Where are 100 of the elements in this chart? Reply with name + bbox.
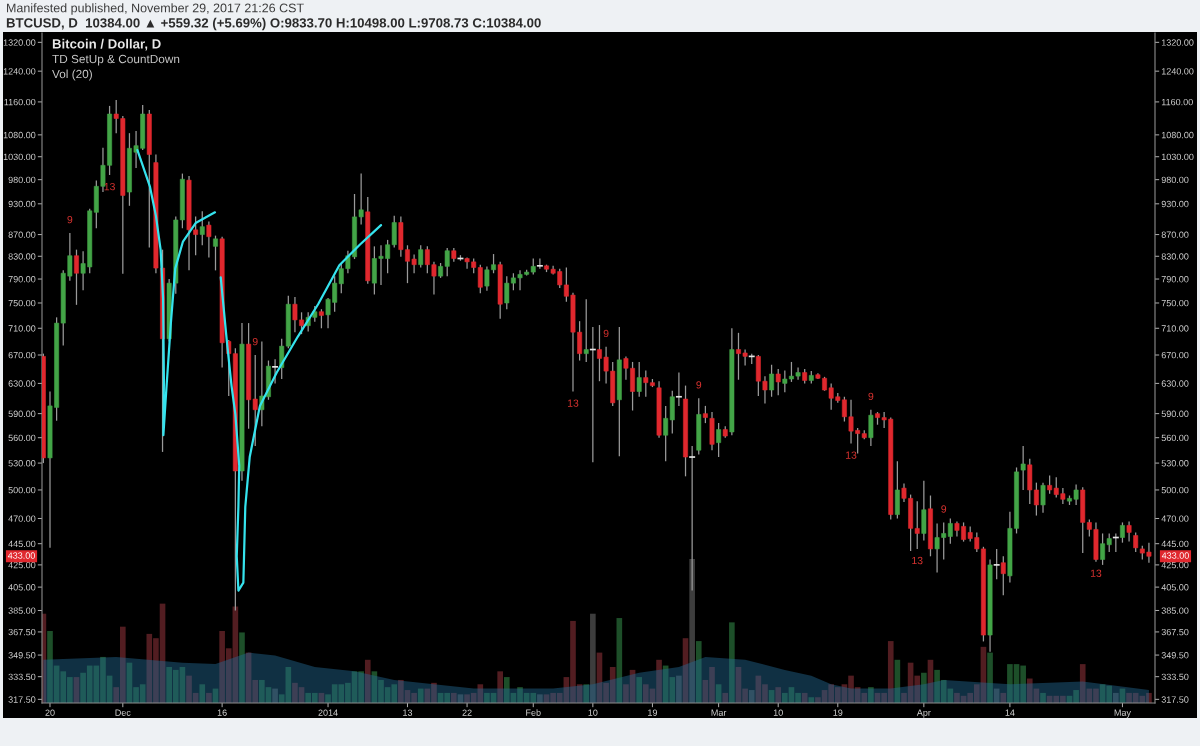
annotation: 9	[941, 505, 947, 513]
bar	[775, 687, 782, 703]
annotation: TD SetUp & CountDown	[52, 54, 180, 66]
text: 470.00	[8, 515, 36, 522]
text: 1240.00	[3, 68, 36, 75]
candlestick	[536, 257, 543, 270]
bar	[1113, 692, 1119, 703]
bar	[364, 659, 371, 703]
bar	[748, 690, 755, 703]
y-tick-label: 405.00	[1161, 584, 1189, 591]
candlestick	[1133, 531, 1139, 553]
annotation: 9	[67, 215, 73, 224]
bar	[695, 641, 702, 703]
text: 870.00	[8, 231, 36, 238]
text: 333.50	[8, 673, 36, 681]
text: 1160.00	[4, 98, 36, 106]
annotation: 13	[846, 451, 857, 459]
annotation: 13	[1090, 569, 1102, 577]
annotation: 13	[912, 556, 923, 565]
candlestick	[318, 308, 324, 329]
text: 930.00	[8, 200, 36, 208]
y-tick-label: 470.00	[1161, 515, 1189, 522]
y-tick-label: 349.50	[1161, 652, 1189, 659]
candlestick	[868, 409, 874, 447]
text: 590.00	[8, 410, 36, 417]
text: 367.50	[8, 628, 36, 636]
bar	[583, 684, 590, 703]
candlestick	[1000, 555, 1006, 596]
text: 433.00	[7, 552, 35, 559]
candlestick	[418, 244, 424, 269]
x-tick-label: Mar	[711, 709, 727, 716]
bar	[636, 677, 642, 703]
text: 530.00	[8, 460, 36, 467]
y-tick-label: 750.00	[1161, 299, 1189, 307]
bar	[1040, 692, 1046, 703]
candlestick	[921, 480, 927, 542]
bar	[590, 613, 596, 703]
candlestick	[993, 548, 1000, 580]
text: 425.00	[8, 561, 36, 569]
chart-title: Bitcoin / Dollar, D	[52, 38, 161, 51]
y-tick-label: 590.00	[1161, 410, 1189, 417]
text: 750.00	[8, 299, 36, 307]
x-tick-label: 19	[833, 709, 843, 716]
bar	[868, 687, 874, 703]
y-tick-label: 1030.00	[1161, 153, 1194, 161]
x-tick-label: 22	[462, 709, 472, 716]
y-tick-label: 710.00	[1161, 325, 1189, 332]
bar	[206, 692, 212, 703]
y-tick-label: 385.00	[1161, 607, 1189, 614]
x-tick-label: Feb	[526, 709, 541, 716]
bar	[808, 697, 815, 703]
text: 405.00	[8, 584, 36, 591]
text: 1320.00	[3, 39, 36, 46]
annotation: 9	[603, 329, 609, 338]
y-tick-label: 1240.00	[1161, 68, 1194, 75]
bar	[801, 692, 808, 703]
bar	[537, 694, 543, 703]
y-tick-label: 630.00	[1161, 380, 1189, 387]
y-tick-label: 530.00	[1161, 460, 1189, 467]
x-tick-label: 19	[648, 709, 658, 716]
bar	[921, 672, 927, 703]
bar	[497, 671, 503, 703]
bar	[239, 632, 245, 703]
line-series	[219, 224, 383, 592]
candlestick	[74, 249, 79, 306]
bar	[1000, 692, 1007, 703]
x-tick-label: 14	[1005, 709, 1015, 716]
y-tick-label: 445.00	[1161, 540, 1189, 548]
candlestick	[206, 220, 212, 259]
text: 710.00	[8, 325, 36, 332]
candlestick	[272, 358, 279, 385]
y-tick-label: 790.00	[1161, 276, 1189, 283]
y-tick-label: 1080.00	[1161, 131, 1194, 139]
y-tick-label: 830.00	[1161, 253, 1189, 260]
candlestick	[1020, 445, 1026, 491]
annotation: 13	[567, 399, 579, 407]
y-tick-label: 367.50	[1161, 628, 1189, 636]
annotation: Vol (20)	[52, 69, 92, 81]
text: 500.00	[8, 486, 36, 494]
bar	[272, 688, 278, 703]
bar	[729, 622, 735, 703]
candlestick	[1120, 521, 1125, 544]
bar	[417, 688, 424, 703]
y-tick-label: 425.00	[1161, 561, 1189, 569]
text: 1080.00	[3, 131, 36, 139]
annotation: 9	[252, 337, 258, 346]
annotation: 9	[868, 392, 874, 401]
annotation: 433.00	[1161, 552, 1189, 559]
candlestick	[775, 368, 781, 396]
x-tick-label: 20	[45, 709, 55, 716]
candlestick	[675, 371, 682, 407]
candlestick	[1126, 520, 1132, 543]
text: 1030.00	[3, 153, 36, 161]
y-tick-label: 317.50	[1161, 696, 1189, 703]
text: 790.00	[8, 276, 36, 283]
candlestick	[1040, 482, 1046, 514]
text: 317.50	[8, 696, 36, 703]
text: 830.00	[8, 253, 36, 260]
candlestick	[213, 235, 218, 271]
y-tick-label: 1320.00	[1161, 39, 1194, 46]
